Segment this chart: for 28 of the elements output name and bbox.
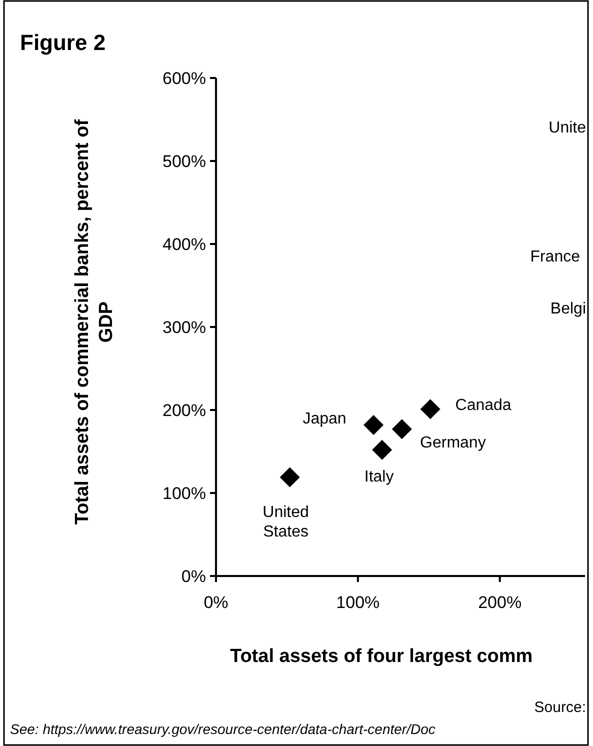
y-tick-label: 0% [181, 566, 206, 586]
point [420, 399, 440, 420]
annotation: Japan [302, 410, 346, 428]
y-tick-label: 300% [162, 318, 206, 337]
point [392, 419, 412, 440]
y-tick-label: 500% [162, 152, 206, 171]
annotation: Unite [548, 120, 586, 137]
y-tick-label: 400% [162, 234, 206, 254]
point [364, 414, 384, 435]
chart-title: Figure 2 [20, 30, 106, 55]
x-tick-label: 100% [336, 593, 380, 612]
annotation: Germany [420, 434, 486, 452]
y-tick-label: 600% [162, 68, 206, 88]
point [280, 467, 300, 488]
y-axis-title: Total assets of commercial banks, percent of GDP [72, 118, 117, 525]
point [372, 440, 392, 460]
y-tick-label: 100% [162, 484, 206, 503]
annotation: Canada [455, 396, 512, 414]
x-tick-label: 200% [478, 593, 522, 612]
x-tick-label: 0% [204, 593, 228, 612]
x-axis-title: Total assets of four largest comm [230, 646, 533, 667]
annotation: Belgi [550, 300, 586, 318]
annotation: France [530, 248, 580, 266]
annotation: Italy [364, 468, 394, 486]
source-note: Source: [534, 699, 586, 716]
y-tick-label: 200% [162, 400, 206, 420]
text: See: https://www.treasury.gov/resource-center/data-chart-center/Doc [10, 721, 436, 737]
annotation: United States [262, 504, 309, 540]
